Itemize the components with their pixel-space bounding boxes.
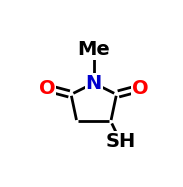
Text: N: N bbox=[86, 74, 102, 93]
Text: Me: Me bbox=[77, 40, 110, 59]
Text: SH: SH bbox=[106, 132, 136, 151]
Text: O: O bbox=[132, 79, 149, 98]
Text: O: O bbox=[39, 79, 55, 98]
